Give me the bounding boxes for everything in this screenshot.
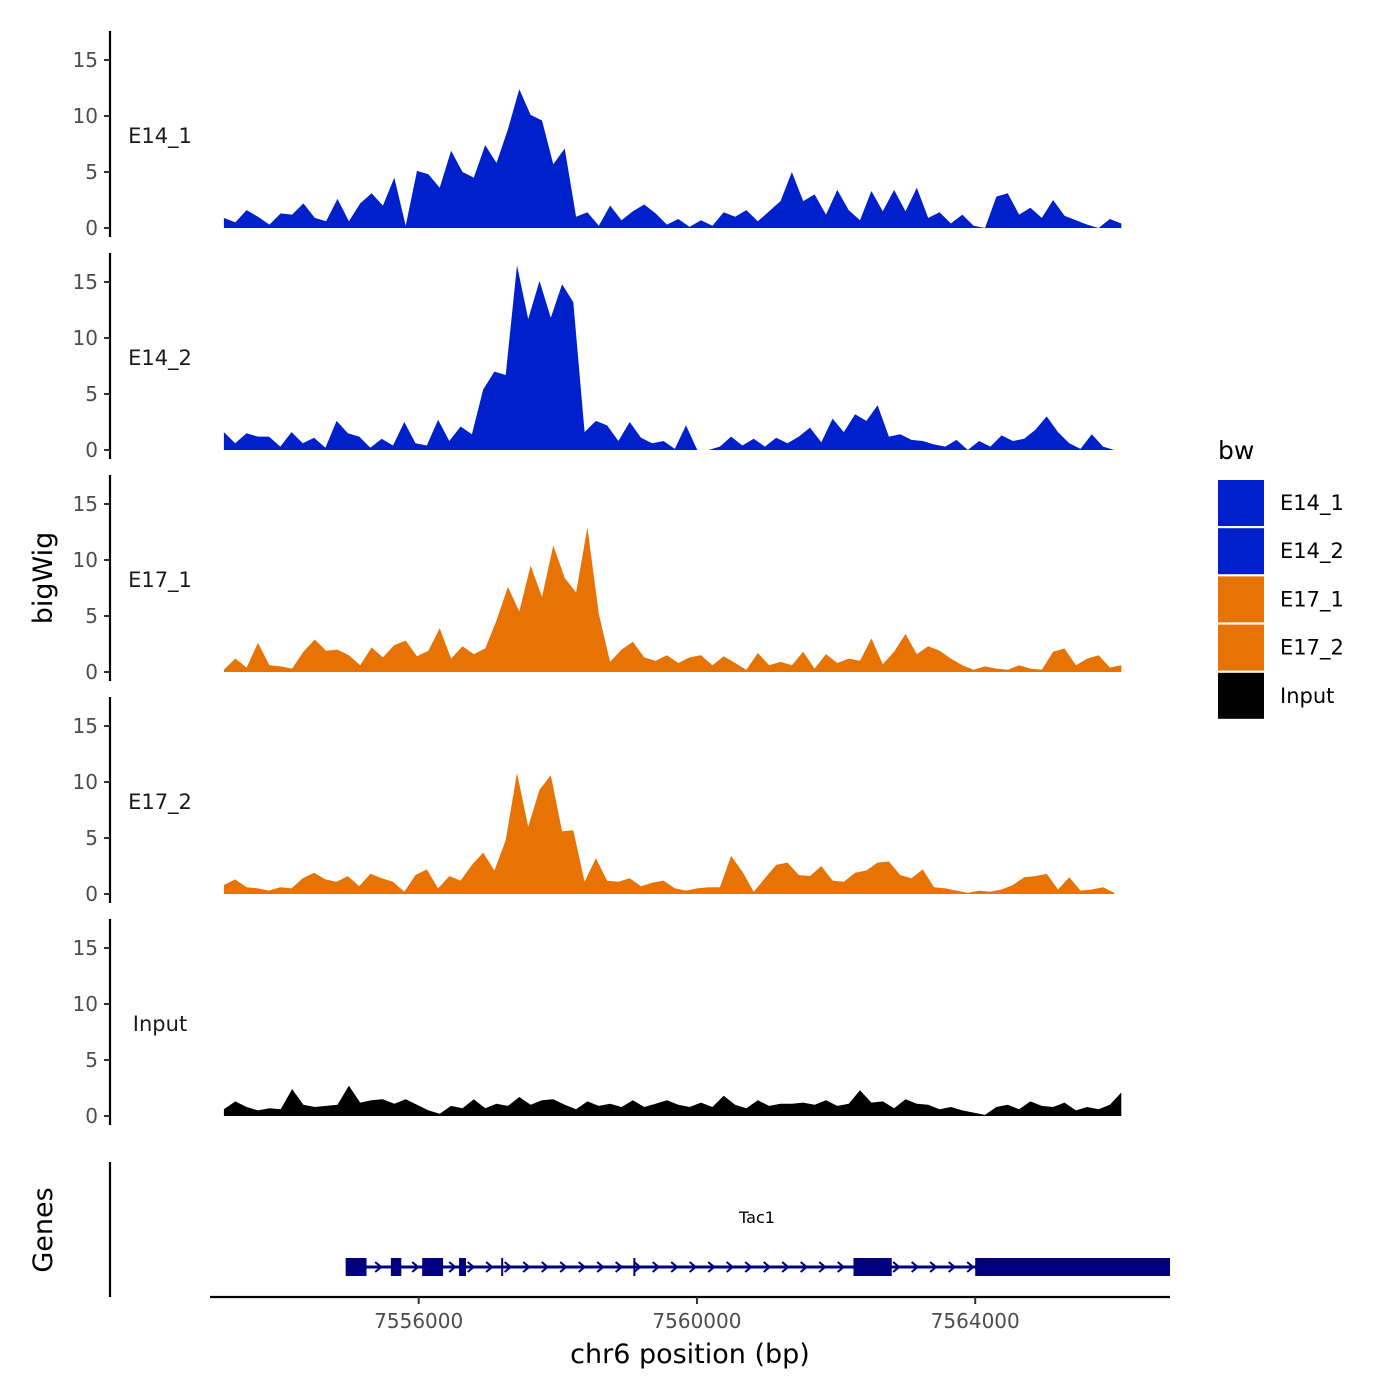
x-axis-title: chr6 position (bp) xyxy=(570,1339,810,1370)
y-axis-title: bigWig xyxy=(28,532,59,625)
legend-key-E17_2 xyxy=(1218,624,1264,671)
strand-arrow xyxy=(689,1261,698,1273)
y-tick-label: 10 xyxy=(73,104,98,128)
strand-arrow xyxy=(707,1261,716,1273)
strand-arrow xyxy=(892,1261,901,1273)
strand-arrow xyxy=(467,1261,476,1273)
x-tick-label: 7564000 xyxy=(931,1309,1020,1333)
y-tick-label: 15 xyxy=(73,48,98,72)
y-tick-label: 15 xyxy=(73,714,98,738)
strand-arrow xyxy=(615,1261,624,1273)
strand-arrow xyxy=(522,1261,531,1273)
signal-area-E17_2 xyxy=(223,773,1115,894)
strand-arrow xyxy=(929,1261,938,1273)
signal-area-E14_1 xyxy=(223,89,1122,228)
gene-exon xyxy=(390,1258,402,1276)
legend-key-Input xyxy=(1218,672,1264,719)
track-label: E17_1 xyxy=(128,568,192,593)
legend-label: E17_2 xyxy=(1280,636,1344,661)
strand-arrow xyxy=(744,1261,753,1273)
legend-label: E14_1 xyxy=(1280,491,1344,516)
legend-title: bw xyxy=(1218,436,1254,465)
y-tick-label: 15 xyxy=(73,936,98,960)
y-tick-label: 10 xyxy=(73,548,98,572)
legend-label: E17_1 xyxy=(1280,587,1344,612)
track-panel-E17_1: 0 5 10 15 E17_1 xyxy=(73,475,1122,684)
legend-key-E17_1 xyxy=(1218,576,1264,623)
strand-arrow xyxy=(800,1261,809,1273)
legend-label: E14_2 xyxy=(1280,539,1344,564)
track-label: Input xyxy=(133,1012,187,1036)
track-panel-E14_2: 0 5 10 15 E14_2 xyxy=(73,253,1115,462)
gene-exon xyxy=(853,1258,892,1276)
y-tick-label: 0 xyxy=(85,1104,98,1128)
gene-name-label: Tac1 xyxy=(738,1208,775,1227)
strand-arrow xyxy=(374,1261,383,1273)
strand-arrow xyxy=(818,1261,827,1273)
strand-arrow xyxy=(411,1261,420,1273)
signal-area-E14_2 xyxy=(223,265,1115,450)
x-tick-label: 7560000 xyxy=(652,1309,741,1333)
gene-exon xyxy=(459,1258,466,1276)
strand-arrow xyxy=(504,1261,513,1273)
track-label: E14_2 xyxy=(128,346,192,371)
strand-arrow xyxy=(448,1261,457,1273)
gene-exon xyxy=(422,1258,444,1276)
strand-arrow xyxy=(726,1261,735,1273)
strand-arrow xyxy=(596,1261,605,1273)
strand-arrow xyxy=(652,1261,661,1273)
track-panel-Input: 0 5 10 15 Input xyxy=(73,919,1122,1128)
legend-label: Input xyxy=(1280,684,1334,708)
strand-arrow xyxy=(541,1261,550,1273)
y-tick-label: 0 xyxy=(85,660,98,684)
strand-arrow xyxy=(485,1261,494,1273)
gene-exon xyxy=(975,1258,1170,1276)
track-panel-E14_1: 0 5 10 15 E14_1 xyxy=(73,31,1122,240)
strand-arrow xyxy=(837,1261,846,1273)
gene-track-title: Genes xyxy=(28,1187,59,1272)
y-tick-label: 15 xyxy=(73,492,98,516)
strand-arrow xyxy=(670,1261,679,1273)
y-tick-label: 5 xyxy=(85,160,98,184)
y-tick-label: 5 xyxy=(85,1048,98,1072)
strand-arrow xyxy=(559,1261,568,1273)
y-tick-label: 5 xyxy=(85,382,98,406)
strand-arrow xyxy=(578,1261,587,1273)
strand-arrow xyxy=(911,1261,920,1273)
strand-arrow xyxy=(763,1261,772,1273)
y-tick-label: 5 xyxy=(85,826,98,850)
y-tick-label: 10 xyxy=(73,992,98,1016)
track-label: E14_1 xyxy=(128,124,192,149)
y-tick-label: 0 xyxy=(85,438,98,462)
strand-arrow xyxy=(966,1261,975,1273)
y-tick-label: 5 xyxy=(85,604,98,628)
x-tick-label: 7556000 xyxy=(374,1309,463,1333)
y-tick-label: 0 xyxy=(85,882,98,906)
signal-area-E17_1 xyxy=(223,527,1122,672)
track-panel-E17_2: 0 5 10 15 E17_2 xyxy=(73,697,1115,906)
legend: bw E14_1 E14_2 E17_1 E17_2 Input xyxy=(1218,436,1344,719)
x-axis: 7556000 7560000 7564000 xyxy=(210,1295,1170,1333)
legend-key-E14_1 xyxy=(1218,480,1264,526)
signal-area-Input xyxy=(223,1085,1122,1116)
y-tick-label: 15 xyxy=(73,270,98,294)
strand-arrow xyxy=(633,1261,642,1273)
gene-track-panel: Tac1 xyxy=(108,1162,1170,1297)
gene-exon xyxy=(345,1258,367,1276)
legend-key-E14_2 xyxy=(1218,528,1264,575)
y-tick-label: 0 xyxy=(85,216,98,240)
strand-arrow xyxy=(948,1261,957,1273)
strand-arrow xyxy=(781,1261,790,1273)
y-tick-label: 10 xyxy=(73,326,98,350)
y-tick-label: 10 xyxy=(73,770,98,794)
track-label: E17_2 xyxy=(128,790,192,815)
signal-panels: 0 5 10 15 E14_1 0 5 10 15 E14_2 0 5 10 15 E17_1 0 5 10 15 E… xyxy=(73,31,1122,1128)
